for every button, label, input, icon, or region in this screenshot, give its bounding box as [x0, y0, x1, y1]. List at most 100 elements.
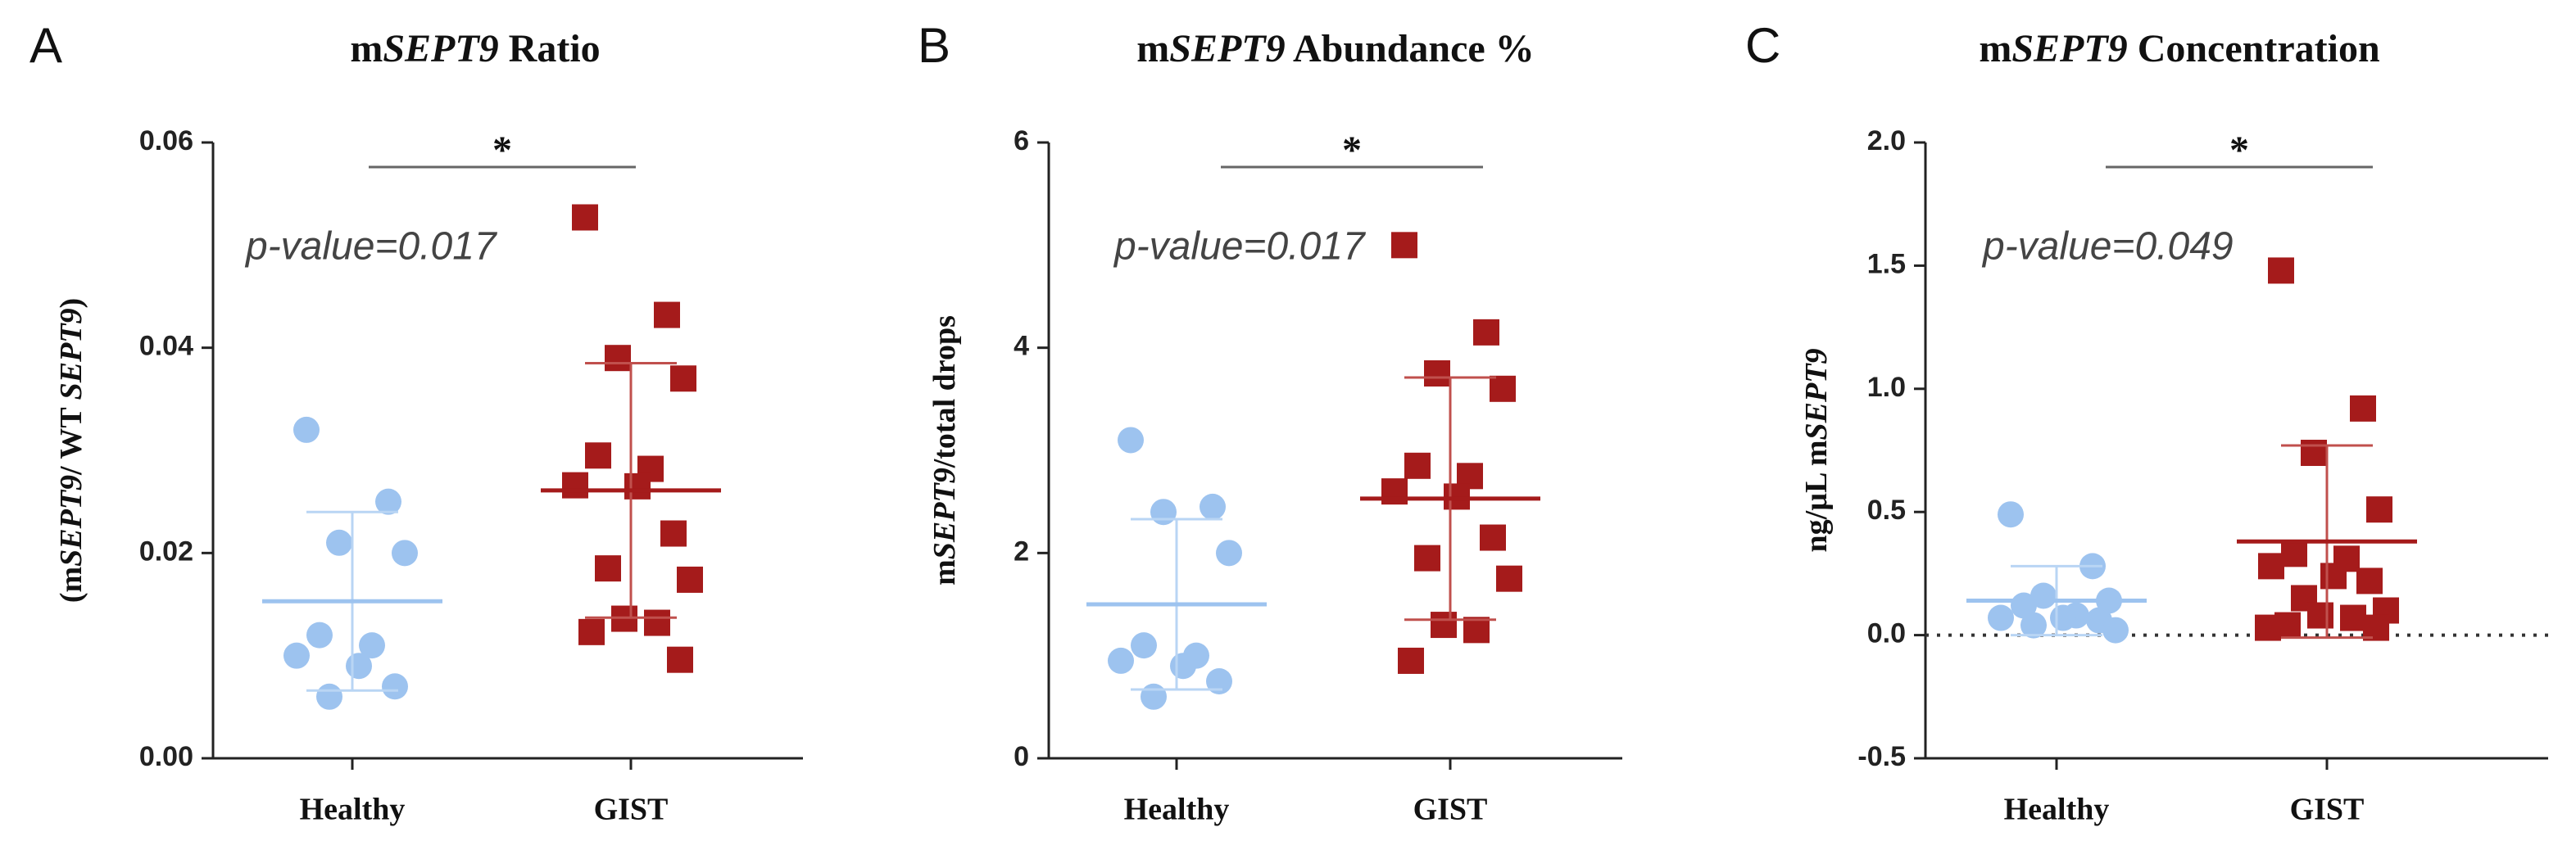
panel-letter: B	[918, 18, 950, 73]
data-point	[2102, 617, 2129, 644]
data-point	[2320, 563, 2347, 590]
significance-star: *	[2229, 129, 2249, 172]
data-point	[359, 632, 385, 659]
y-tick-label: 0.04	[139, 331, 193, 362]
data-point	[670, 365, 696, 392]
data-point	[2281, 540, 2307, 567]
significance-star: *	[1342, 129, 1362, 172]
chart-title-part: SEPT9	[1169, 27, 1285, 70]
data-point	[677, 566, 703, 593]
y-axis-label-part: m	[927, 559, 962, 586]
data-point	[572, 204, 598, 231]
data-point	[1141, 683, 1167, 710]
data-point	[1431, 612, 1457, 639]
data-point	[2340, 604, 2366, 631]
y-axis-label-part: / WT	[54, 400, 88, 476]
data-point	[1118, 427, 1144, 454]
y-tick-label: 0	[1014, 741, 1029, 772]
p-value: p-value=0.049	[1981, 225, 2234, 269]
chart-title-part: m	[1979, 27, 2011, 70]
chart-title-part: SEPT9	[2011, 27, 2127, 70]
data-point	[1490, 375, 1516, 402]
y-axis-label-part: SEPT9	[927, 468, 962, 559]
chart-title: mSEPT9 Concentration	[1979, 27, 2379, 70]
data-point	[1391, 232, 1417, 259]
panel-letter: C	[1745, 18, 1780, 73]
data-point	[1131, 632, 1157, 659]
y-axis-label-part: SEPT9	[54, 309, 88, 400]
y-tick-label: 6	[1014, 125, 1029, 156]
chart-title-part: Abundance %	[1286, 27, 1535, 70]
chart-title-part: m	[350, 27, 383, 70]
data-point	[654, 301, 680, 328]
x-tick-label: GIST	[2290, 793, 2365, 827]
data-point	[1444, 483, 1470, 510]
data-point	[1496, 565, 1522, 592]
data-point	[1398, 647, 1424, 674]
data-point	[2366, 496, 2392, 523]
data-point	[2020, 612, 2047, 639]
y-axis-label-part: /total drops	[927, 315, 962, 468]
data-point	[667, 646, 693, 673]
p-value: p-value=0.017	[244, 225, 498, 269]
y-axis-label-part: )	[54, 298, 88, 309]
y-tick-label: -0.5	[1857, 741, 1906, 772]
panel-letter: A	[29, 18, 62, 73]
y-tick-label: 0.0	[1867, 618, 1906, 649]
p-value: p-value=0.017	[1113, 225, 1367, 269]
chart-title: mSEPT9 Abundance %	[1136, 27, 1534, 70]
data-point	[1998, 501, 2024, 528]
y-tick-label: 0.06	[139, 125, 193, 156]
data-point	[1480, 524, 1506, 551]
data-point	[2350, 395, 2376, 422]
y-tick-label: 0.5	[1867, 495, 1906, 526]
data-point	[1463, 617, 1490, 644]
data-point	[2301, 440, 2327, 467]
data-point	[1170, 653, 1196, 680]
y-axis-label-part: SEPT9	[1799, 349, 1834, 441]
data-point	[624, 472, 651, 500]
x-tick-label: GIST	[594, 793, 669, 827]
significance-star: *	[492, 129, 512, 172]
data-point	[375, 488, 401, 515]
data-point	[1200, 493, 1226, 520]
data-point	[595, 555, 621, 582]
x-tick-label: GIST	[1413, 793, 1488, 827]
y-axis-label-part: ng/µL m	[1799, 440, 1834, 552]
y-tick-label: 4	[1014, 331, 1029, 362]
chart-title-part: Concentration	[2128, 27, 2380, 70]
chart-title-part: m	[1136, 27, 1169, 70]
y-axis-label-part: SEPT9	[54, 475, 88, 567]
data-point	[562, 472, 588, 499]
data-point	[1404, 452, 1431, 479]
y-axis-label: ng/µL mSEPT9	[1799, 349, 1834, 553]
data-point	[1216, 540, 1242, 567]
data-point	[1988, 604, 2014, 631]
data-point	[2258, 553, 2284, 580]
chart-title: mSEPT9 Ratio	[350, 27, 600, 70]
y-tick-label: 0.02	[139, 536, 193, 567]
data-point	[585, 442, 611, 469]
x-tick-label: Healthy	[300, 793, 406, 827]
data-point	[1424, 360, 1450, 387]
data-point	[2255, 614, 2281, 641]
data-point	[346, 653, 372, 680]
y-tick-label: 2.0	[1867, 125, 1906, 156]
data-point	[605, 345, 631, 372]
data-point	[644, 609, 670, 636]
chart-title-part: Ratio	[499, 27, 601, 70]
data-point	[2356, 567, 2383, 595]
data-point	[283, 642, 310, 669]
data-point	[382, 673, 408, 700]
x-tick-label: Healthy	[2004, 793, 2110, 827]
chart-title-part: SEPT9	[383, 27, 498, 70]
y-tick-label: 1.5	[1867, 248, 1906, 279]
data-point	[392, 540, 418, 567]
y-tick-label: 1.0	[1867, 372, 1906, 403]
data-point	[578, 618, 605, 645]
data-point	[306, 622, 333, 649]
y-axis-label-part: (m	[54, 567, 88, 603]
y-tick-label: 0.00	[139, 741, 193, 772]
y-axis-label: (mSEPT9/ WT SEPT9)	[54, 298, 88, 603]
